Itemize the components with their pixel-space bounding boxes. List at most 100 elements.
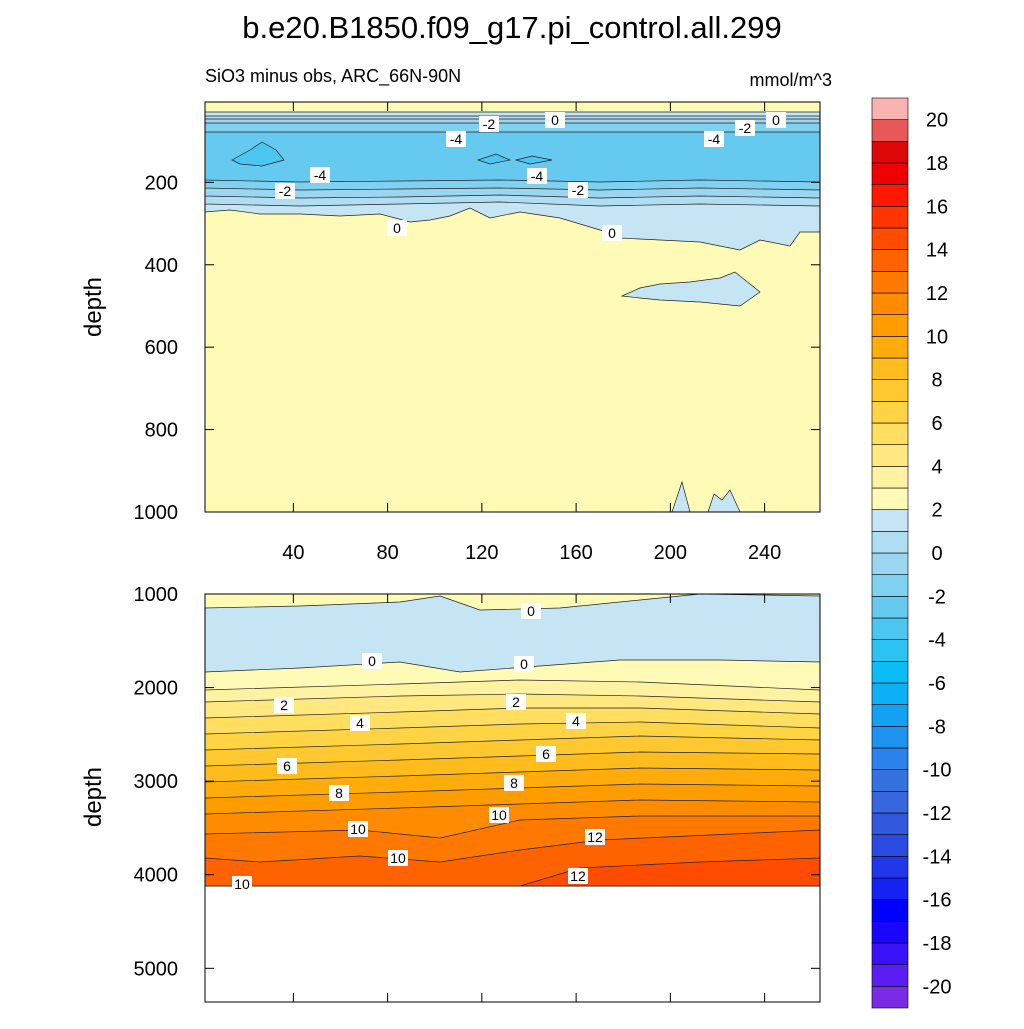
colorbar-label: 2: [931, 500, 942, 522]
colorbar-label: -12: [923, 803, 952, 825]
contour-label-bg: [348, 821, 368, 837]
contour-label-bg: [232, 876, 252, 892]
contour-label-bg: [310, 167, 330, 183]
y-axis-label: depth: [80, 767, 107, 827]
x-tick-label: 80: [376, 542, 398, 564]
colorbar-label: 0: [931, 543, 942, 565]
contour-label-bg: [536, 746, 556, 762]
contour-label: 0: [368, 653, 376, 669]
colorbar-box: [871, 314, 909, 337]
colorbar-box: [871, 639, 909, 662]
contour-label-bg: [504, 775, 524, 791]
contour-label-bg: [329, 785, 349, 801]
colorbar-box: [871, 834, 909, 857]
contour-label: 12: [587, 829, 603, 845]
colorbar-box: [871, 292, 909, 315]
colorbar-label: -20: [923, 976, 952, 998]
contour-label-bg: [350, 715, 370, 731]
units: mmol/m^3: [750, 70, 832, 90]
contour-label: 0: [772, 112, 780, 128]
colorbar-label: 16: [926, 196, 948, 218]
y-tick-label: 400: [145, 255, 178, 277]
contour-label-bg: [362, 653, 382, 669]
colorbar-label: -2: [928, 586, 946, 608]
contour-label-bg: [274, 697, 294, 713]
y-tick-label: 800: [145, 420, 178, 442]
contour-label: -2: [572, 182, 585, 198]
contour-label: 12: [570, 868, 586, 884]
contour-label: -2: [279, 183, 292, 199]
contour-label-bg: [387, 220, 407, 236]
colorbar-box: [871, 141, 909, 164]
colorbar-label: -6: [928, 673, 946, 695]
colorbar-box: [871, 899, 909, 922]
contour-label: -4: [708, 131, 721, 147]
contour-label: -4: [450, 131, 463, 147]
contour-label: 4: [572, 713, 580, 729]
contour-label: 4: [356, 715, 364, 731]
contour-label: 10: [390, 850, 406, 866]
colorbar-box: [871, 444, 909, 467]
y-tick-label: 4000: [134, 865, 179, 887]
colorbar-box: [871, 509, 909, 532]
contour-label: 10: [491, 807, 507, 823]
colorbar-box: [871, 791, 909, 814]
colorbar-label: -8: [928, 716, 946, 738]
colorbar-box: [871, 682, 909, 705]
colorbar-box: [871, 856, 909, 879]
contour-label-bg: [568, 182, 588, 198]
x-tick-label: 200: [654, 542, 687, 564]
contour-label: 10: [350, 821, 366, 837]
colorbar-box: [871, 531, 909, 554]
y-axis-label: depth: [80, 277, 107, 337]
contour-label: -4: [531, 168, 544, 184]
contour-label-bg: [568, 868, 588, 884]
colorbar-label: -16: [923, 890, 952, 912]
y-tick-label: 2000: [134, 678, 179, 700]
colorbar-box: [871, 574, 909, 597]
colorbar-box: [871, 552, 909, 575]
contour-label: 6: [542, 746, 550, 762]
colorbar-label: -14: [923, 846, 952, 868]
contour-label-bg: [704, 131, 724, 147]
colorbar-box: [871, 184, 909, 207]
colorbar-box: [871, 401, 909, 424]
contour-label: 0: [551, 112, 559, 128]
contour-label-bg: [602, 225, 622, 241]
contour-label: 8: [335, 785, 343, 801]
colorbar-label: -4: [928, 630, 946, 652]
contour-label-bg: [766, 112, 786, 128]
contour-label: -4: [314, 167, 327, 183]
contour-label-bg: [388, 850, 408, 866]
colorbar-box: [871, 466, 909, 489]
x-tick-label: 40: [282, 542, 304, 564]
contour-label-bg: [585, 829, 605, 845]
colorbar-box: [871, 921, 909, 944]
contour-label: -2: [483, 116, 496, 132]
contour-label-bg: [275, 183, 295, 199]
contour-label-bg: [514, 656, 534, 672]
colorbar-box: [871, 726, 909, 749]
colorbar-label: 6: [931, 413, 942, 435]
colorbar-label: 10: [926, 326, 948, 348]
contour-label: 0: [608, 225, 616, 241]
colorbar-box: [871, 986, 909, 1009]
contour-label-bg: [521, 603, 541, 619]
colorbar-box: [871, 596, 909, 619]
contour-label: 2: [280, 697, 288, 713]
contour-label-bg: [446, 131, 466, 147]
colorbar-box: [871, 422, 909, 445]
contour-label: 0: [393, 220, 401, 236]
colorbar-box: [871, 661, 909, 684]
colorbar-box: [871, 617, 909, 640]
colorbar-box: [871, 336, 909, 359]
contour-label-bg: [506, 694, 526, 710]
subtitle: SiO3 minus obs, ARC_66N-90N: [205, 66, 461, 87]
colorbar-box: [871, 942, 909, 965]
colorbar-box: [871, 206, 909, 229]
colorbar-box: [871, 249, 909, 272]
y-tick-label: 600: [145, 337, 178, 359]
contour-label-bg: [735, 120, 755, 136]
y-tick-label: 3000: [134, 771, 179, 793]
